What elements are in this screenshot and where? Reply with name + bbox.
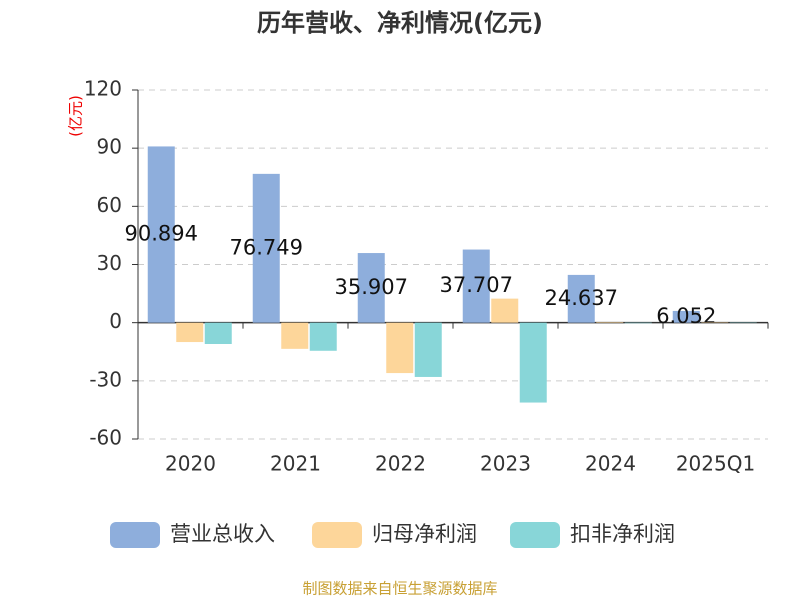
y-tick-label: -60 (89, 426, 122, 450)
bar (204, 322, 232, 344)
y-tick-label: 90 (97, 135, 122, 159)
bar (147, 146, 175, 323)
data-label: 35.907 (335, 275, 408, 299)
legend-label: 归母净利润 (372, 522, 477, 546)
legend-swatch (312, 522, 362, 548)
bar (596, 322, 624, 323)
bar (624, 322, 652, 324)
x-tick-label: 2024 (585, 452, 636, 476)
data-label: 76.749 (230, 235, 303, 259)
bar (672, 310, 700, 323)
bar (462, 249, 490, 323)
x-tick-label: 2023 (480, 452, 531, 476)
x-tick-label: 2025Q1 (676, 452, 755, 476)
legend-swatch (110, 522, 160, 548)
data-label: 6.052 (656, 304, 716, 328)
bar (281, 322, 309, 349)
legend-label: 营业总收入 (170, 522, 275, 546)
x-tick-label: 2020 (165, 452, 216, 476)
y-axis-label: (亿元) (67, 95, 85, 137)
y-tick-label: 30 (97, 251, 122, 275)
bar (414, 322, 442, 377)
y-tick-label: 60 (97, 193, 122, 217)
y-tick-label: 0 (109, 309, 122, 333)
bar (252, 173, 280, 323)
legend-swatch (510, 522, 560, 548)
bar (386, 322, 414, 374)
bar (309, 322, 337, 351)
x-tick-label: 2021 (270, 452, 321, 476)
bar (491, 298, 519, 323)
chart-title: 历年营收、净利情况(亿元) (257, 9, 543, 37)
y-tick-label: -30 (89, 367, 122, 391)
x-tick-label: 2022 (375, 452, 426, 476)
bar (176, 322, 204, 343)
bar (567, 274, 595, 323)
data-label: 90.894 (125, 222, 198, 246)
bar (519, 322, 547, 403)
bar (357, 253, 385, 323)
y-tick-label: 120 (84, 77, 122, 101)
data-label: 24.637 (545, 286, 618, 310)
legend-label: 扣非净利润 (570, 522, 675, 546)
source-note: 制图数据来自恒生聚源数据库 (302, 580, 497, 598)
data-label: 37.707 (440, 273, 513, 297)
